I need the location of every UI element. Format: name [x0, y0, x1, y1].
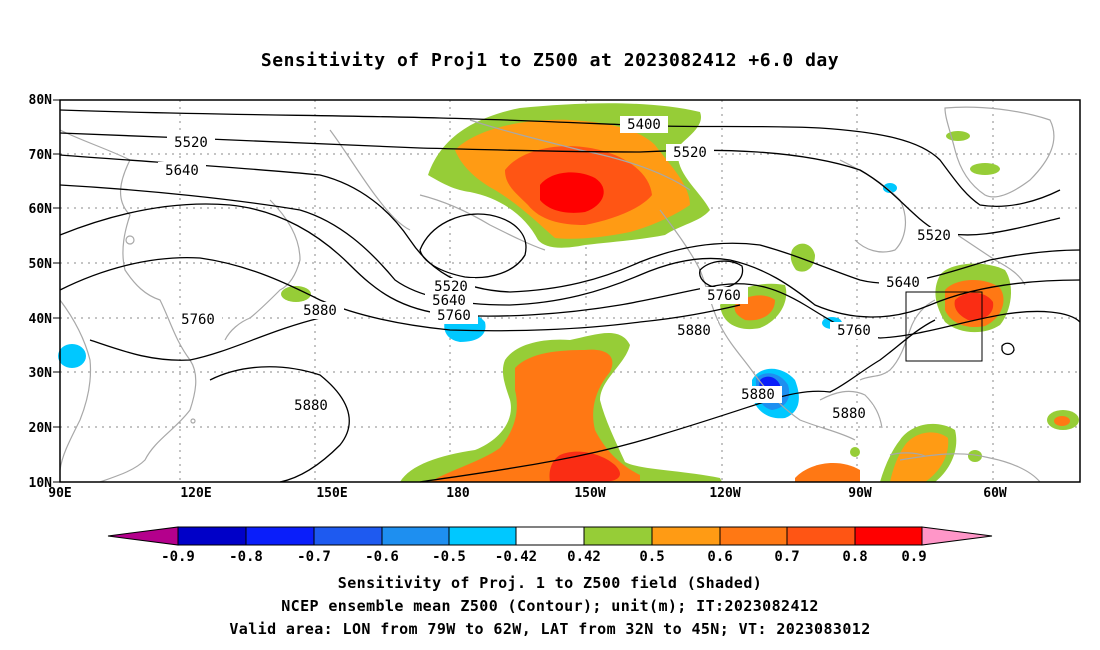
footer-valid-area-caption: Valid area: LON from 79W to 62W, LAT fro…: [229, 620, 871, 638]
colorbar-segment: [719, 526, 788, 546]
contour-label: 5880: [294, 398, 328, 414]
positive-region-atlantic-core: [954, 292, 994, 321]
contour-label: 5400: [627, 117, 661, 133]
colorbar-over-triangle: [921, 526, 993, 546]
contour-label: 5640: [886, 275, 920, 291]
negative-spot-west-pacific: [58, 344, 86, 368]
latitude-labels: 10N 20N 30N 40N 50N 60N 70N 80N: [29, 93, 53, 491]
lat-label: 70N: [29, 148, 53, 163]
lon-label: 150E: [316, 486, 347, 501]
colorbar-label: 0.5: [639, 549, 664, 565]
positive-spot-yucatan: [850, 447, 860, 457]
colorbar-label: -0.42: [495, 549, 537, 565]
contour-label: 5520: [434, 279, 468, 295]
lat-label: 60N: [29, 202, 53, 217]
colorbar-labels: -0.9 -0.8 -0.7 -0.6 -0.5 -0.42 0.42 0.5 …: [161, 549, 927, 565]
lon-label: 120E: [180, 486, 211, 501]
colorbar-segment: [245, 526, 315, 546]
colorbar-label: -0.9: [161, 549, 195, 565]
colorbar-segment: [583, 526, 653, 546]
lat-label: 40N: [29, 312, 53, 327]
contour-label: 5880: [303, 303, 337, 319]
longitude-labels: 90E 120E 150E 180 150W 120W 90W 60W: [48, 486, 1007, 501]
lat-ticks: [53, 99, 60, 483]
colorbar-under-triangle: [107, 526, 179, 546]
colorbar-segment: [381, 526, 450, 546]
map-title: Sensitivity of Proj1 to Z500 at 20230824…: [260, 50, 840, 71]
colorbar-segment: [515, 526, 585, 546]
contour-label: 5880: [741, 387, 775, 403]
colorbar-label: -0.8: [229, 549, 263, 565]
lon-label: 120W: [709, 486, 740, 501]
positive-region-alaska-core: [540, 172, 604, 213]
positive-region-central-pacific-core: [549, 451, 620, 482]
colorbar-segment: [651, 526, 721, 546]
negative-spot-canada: [883, 183, 897, 193]
contour-label: 5880: [832, 406, 866, 422]
map-frame: [59, 99, 1081, 483]
contour-label: 5880: [677, 323, 711, 339]
contour-label: 5640: [165, 163, 199, 179]
shaded-sensitivity: [58, 103, 1079, 482]
contour-label: 5520: [174, 135, 208, 151]
contour-label: 5520: [673, 145, 707, 161]
positive-spot-caribbean-east: [968, 450, 982, 462]
positive-spot-east-atlantic-core: [1054, 416, 1070, 426]
colorbar-label: -0.7: [297, 549, 331, 565]
contour-label: 5640: [432, 293, 466, 309]
contour-label: 5760: [707, 288, 741, 304]
colorbar-label: 0.9: [901, 549, 926, 565]
positive-spot-greenland-east: [970, 163, 1000, 175]
positive-spot-japan: [281, 286, 311, 302]
positive-region-plains: [790, 243, 815, 272]
colorbar-segment: [313, 526, 383, 546]
lat-label: 10N: [29, 476, 53, 491]
colorbar-label: -0.5: [432, 549, 466, 565]
colorbar-segment: [854, 526, 923, 546]
colorbar-label: -0.6: [365, 549, 399, 565]
colorbar-segment: [786, 526, 856, 546]
colorbar-label: 0.42: [567, 549, 601, 565]
contour-label: 5520: [917, 228, 951, 244]
colorbar-label: 0.8: [842, 549, 867, 565]
lon-label: 60W: [983, 486, 1007, 501]
contour-label: 5760: [437, 308, 471, 324]
positive-region-central-america: [795, 463, 860, 482]
lat-label: 30N: [29, 366, 53, 381]
colorbar-label: 0.7: [774, 549, 799, 565]
footer-contour-caption: NCEP ensemble mean Z500 (Contour); unit(…: [281, 597, 819, 615]
lon-label: 150W: [574, 486, 605, 501]
colorbar-segment: [177, 526, 247, 546]
contour-labels: 5400 5520 5520 5640 5520 5520 5640 5760 …: [158, 116, 958, 422]
lat-label: 80N: [29, 93, 53, 108]
footer-shaded-caption: Sensitivity of Proj. 1 to Z500 field (Sh…: [337, 574, 763, 592]
colorbar-label: 0.6: [707, 549, 732, 565]
lon-label: 180: [446, 486, 470, 501]
valid-area-box: [905, 291, 983, 362]
lon-label: 90W: [848, 486, 872, 501]
colorbar: [107, 526, 993, 546]
lon-label: 90E: [48, 486, 71, 501]
positive-region-central-pacific-orange: [430, 349, 640, 482]
contour-label: 5760: [837, 323, 871, 339]
lat-label: 20N: [29, 421, 53, 436]
contour-label: 5760: [181, 312, 215, 328]
lat-label: 50N: [29, 257, 53, 272]
colorbar-segment: [448, 526, 517, 546]
